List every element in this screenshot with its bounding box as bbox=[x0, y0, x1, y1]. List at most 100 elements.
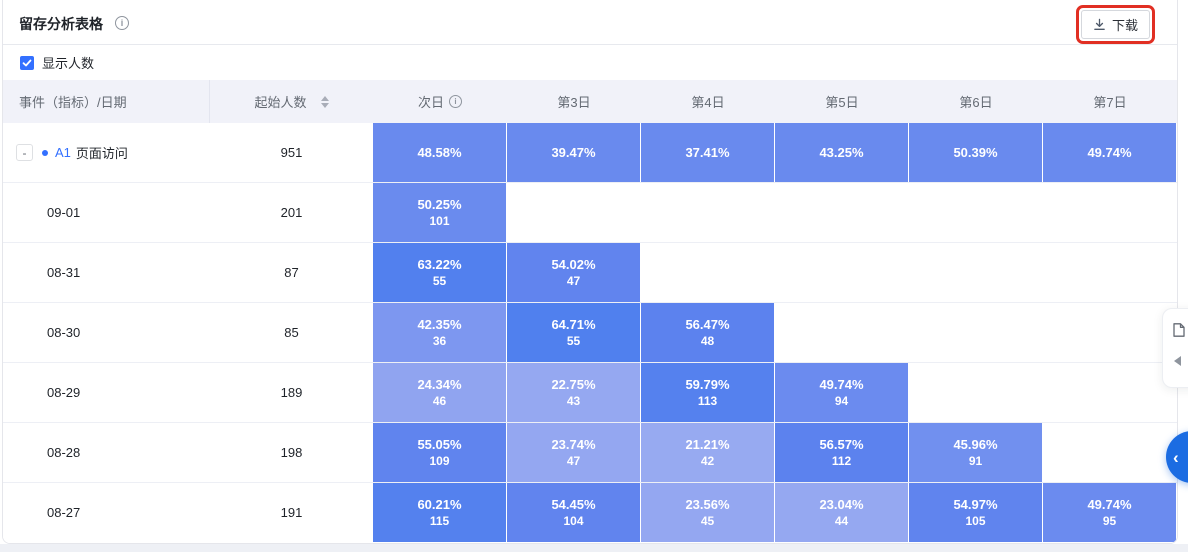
annotation-highlight: 下载 bbox=[1075, 5, 1155, 44]
retention-count: 109 bbox=[429, 454, 450, 468]
retention-cell[interactable]: 37.41% bbox=[641, 123, 774, 182]
row-date: 08-27 bbox=[47, 505, 81, 520]
retention-cell[interactable]: 43.25% bbox=[775, 123, 908, 182]
retention-cell[interactable]: 49.74% bbox=[1043, 123, 1176, 182]
retention-count: 95 bbox=[1102, 514, 1117, 528]
retention-percent: 64.71% bbox=[551, 317, 596, 332]
column-header-day1[interactable]: 次日 i bbox=[373, 80, 507, 123]
row-label-cell: 08-29 bbox=[3, 363, 210, 422]
retention-percent: 23.56% bbox=[685, 497, 730, 512]
retention-cell[interactable]: 55.05% 109 bbox=[373, 423, 506, 482]
column-header-event-date[interactable]: 事件（指标）/日期 bbox=[3, 80, 210, 123]
document-icon[interactable] bbox=[1171, 322, 1187, 338]
retention-count: 55 bbox=[432, 274, 447, 288]
retention-count: 91 bbox=[968, 454, 983, 468]
retention-percent: 43.25% bbox=[819, 145, 864, 160]
show-count-label[interactable]: 显示人数 bbox=[42, 56, 95, 71]
event-marker: A1 bbox=[55, 145, 71, 160]
retention-cell[interactable]: 48.58% bbox=[373, 123, 506, 182]
show-count-checkbox[interactable] bbox=[20, 55, 34, 70]
event-row: - A1 页面访问 951 48.58% 39.47% 37.41% 43.25% 50.39%… bbox=[3, 123, 1177, 183]
retention-cell[interactable]: 45.96% 91 bbox=[909, 423, 1042, 482]
table-body: - A1 页面访问 951 48.58% 39.47% 37.41% 43.25% 50.39%… bbox=[3, 123, 1177, 543]
date-row: 08-27 191 60.21% 115 54.45% 104 23.56% 45 23.04%… bbox=[3, 483, 1177, 543]
retention-cell[interactable]: 24.34% 46 bbox=[373, 363, 506, 422]
column-header-label: 次日 bbox=[417, 95, 444, 110]
chevron-left-icon: ‹ bbox=[1173, 447, 1179, 467]
column-header-day3[interactable]: 第3日 bbox=[557, 95, 591, 110]
download-label: 下载 bbox=[1111, 18, 1138, 33]
retention-cell[interactable]: 59.79% 113 bbox=[641, 363, 774, 422]
start-count: 87 bbox=[284, 265, 299, 280]
retention-count: 45 bbox=[700, 514, 715, 528]
row-date: 08-30 bbox=[47, 325, 81, 340]
retention-cell[interactable]: 23.74% 47 bbox=[507, 423, 640, 482]
retention-percent: 21.21% bbox=[685, 437, 730, 452]
retention-cell[interactable]: 39.47% bbox=[507, 123, 640, 182]
check-icon bbox=[22, 59, 32, 66]
retention-count: 43 bbox=[566, 394, 581, 408]
retention-percent: 22.75% bbox=[551, 377, 596, 392]
retention-cell[interactable]: 50.25% 101 bbox=[373, 183, 506, 242]
column-header-day5[interactable]: 第5日 bbox=[825, 95, 859, 110]
retention-percent: 48.58% bbox=[417, 145, 462, 160]
page-title: 留存分析表格 bbox=[19, 16, 103, 32]
column-header-day4[interactable]: 第4日 bbox=[691, 95, 725, 110]
retention-count: 47 bbox=[566, 274, 581, 288]
retention-percent: 42.35% bbox=[417, 317, 462, 332]
retention-cell[interactable]: 56.47% 48 bbox=[641, 303, 774, 362]
date-row: 08-29 189 24.34% 46 22.75% 43 59.79% 113 49.74% 9… bbox=[3, 363, 1177, 423]
retention-cell[interactable]: 49.74% 95 bbox=[1043, 483, 1176, 542]
date-row: 09-01 201 50.25% 101 bbox=[3, 183, 1177, 243]
column-header-day7[interactable]: 第7日 bbox=[1093, 95, 1127, 110]
retention-percent: 55.05% bbox=[417, 437, 462, 452]
retention-percent: 45.96% bbox=[953, 437, 998, 452]
download-icon bbox=[1093, 18, 1106, 31]
series-dot-icon bbox=[42, 149, 48, 156]
date-row: 08-31 87 63.22% 55 54.02% 47 bbox=[3, 243, 1177, 303]
row-label-cell: 09-01 bbox=[3, 183, 210, 242]
row-date: 09-01 bbox=[47, 205, 81, 220]
event-name: 页面访问 bbox=[75, 146, 128, 161]
sort-icon[interactable] bbox=[320, 95, 329, 108]
retention-cell[interactable]: 54.97% 105 bbox=[909, 483, 1042, 542]
retention-count: 42 bbox=[700, 454, 715, 468]
retention-cell[interactable]: 21.21% 42 bbox=[641, 423, 774, 482]
row-label-cell: 08-27 bbox=[3, 483, 210, 542]
start-count: 951 bbox=[280, 145, 303, 160]
retention-cell[interactable]: 50.39% bbox=[909, 123, 1042, 182]
download-button[interactable]: 下载 bbox=[1080, 10, 1150, 39]
collapse-row-button[interactable]: - bbox=[16, 144, 33, 161]
row-label-cell: 08-31 bbox=[3, 243, 210, 302]
start-count: 85 bbox=[284, 325, 299, 340]
row-date: 08-29 bbox=[47, 385, 81, 400]
retention-percent: 60.21% bbox=[417, 497, 462, 512]
retention-cell[interactable]: 64.71% 55 bbox=[507, 303, 640, 362]
retention-percent: 39.47% bbox=[551, 145, 596, 160]
retention-cell[interactable]: 42.35% 36 bbox=[373, 303, 506, 362]
retention-cell[interactable]: 60.21% 115 bbox=[373, 483, 506, 542]
retention-percent: 49.74% bbox=[819, 377, 864, 392]
retention-cell[interactable]: 54.45% 104 bbox=[507, 483, 640, 542]
retention-cell[interactable]: 54.02% 47 bbox=[507, 243, 640, 302]
retention-count: 105 bbox=[965, 514, 986, 528]
retention-count: 44 bbox=[834, 514, 849, 528]
retention-cell[interactable]: 23.04% 44 bbox=[775, 483, 908, 542]
retention-cell[interactable]: 49.74% 94 bbox=[775, 363, 908, 422]
floating-expand-button[interactable]: ‹ bbox=[1166, 431, 1188, 483]
retention-percent: 59.79% bbox=[685, 377, 730, 392]
retention-percent: 50.25% bbox=[417, 197, 462, 212]
column-header-day6[interactable]: 第6日 bbox=[959, 95, 993, 110]
info-icon[interactable]: i bbox=[449, 95, 462, 108]
retention-cell[interactable]: 22.75% 43 bbox=[507, 363, 640, 422]
retention-cell[interactable]: 56.57% 112 bbox=[775, 423, 908, 482]
retention-percent: 56.57% bbox=[819, 437, 864, 452]
info-icon[interactable]: i bbox=[115, 16, 129, 30]
retention-percent: 49.74% bbox=[1087, 497, 1132, 512]
start-count: 198 bbox=[280, 445, 303, 460]
column-header-start-count[interactable]: 起始人数 bbox=[210, 80, 373, 123]
retention-cell[interactable]: 63.22% 55 bbox=[373, 243, 506, 302]
date-row: 08-30 85 42.35% 36 64.71% 55 56.47% 48 bbox=[3, 303, 1177, 363]
collapse-left-icon[interactable] bbox=[1174, 356, 1181, 366]
retention-cell[interactable]: 23.56% 45 bbox=[641, 483, 774, 542]
